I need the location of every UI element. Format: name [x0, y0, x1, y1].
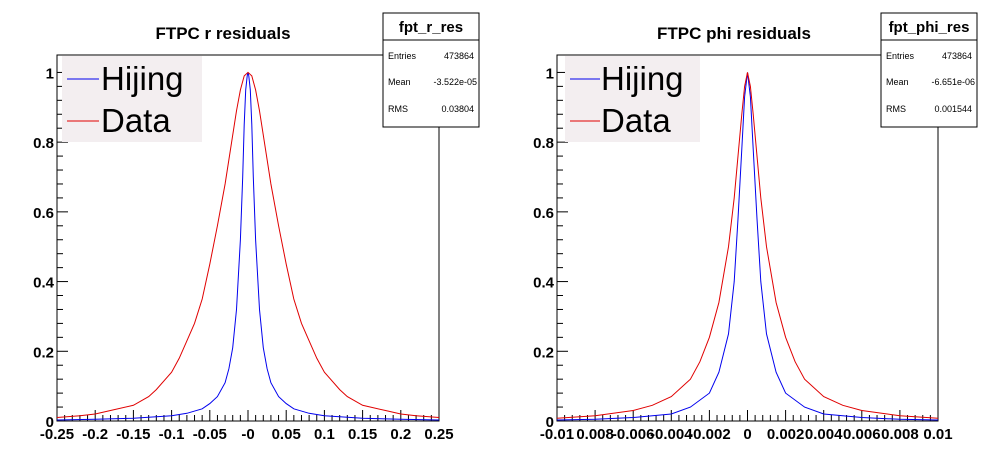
y-tick-label: 0.6 — [33, 205, 54, 222]
x-tick-label: 0 — [743, 426, 751, 443]
stats-box: fpt_r_res Entries 473864 Mean -3.522e-05… — [382, 12, 480, 128]
x-tick-label: -0.006 — [612, 426, 655, 443]
panel-phi-residuals: FTPC phi residuals -0.01 0.008-0.006-0.00… — [533, 12, 978, 443]
y-tick-label: 0 — [46, 414, 54, 431]
panel-r-residuals: FTPC r residuals -0.25 -0.2 -0.15 -0.1 -0.05… — [33, 12, 480, 443]
y-tick-label: 0.4 — [533, 275, 555, 292]
stats-rms-value: 0.03804 — [441, 104, 474, 114]
legend-box — [565, 56, 700, 142]
x-tick-label: -0.004 — [650, 426, 693, 443]
series-line-data — [56, 71, 440, 418]
x-tick-label: 0.008 — [576, 426, 614, 443]
stats-entries-label: Entries — [886, 51, 915, 61]
y-tick-label: 1 — [546, 65, 554, 82]
y-tick-label: 0.2 — [533, 344, 554, 361]
stats-entries-value: 473864 — [942, 51, 972, 61]
y-tick-label: 1 — [46, 65, 54, 82]
x-tick-label: -0.002 — [688, 426, 731, 443]
x-tick-label: 0.01 — [923, 426, 952, 443]
x-tick-label: 0.006 — [843, 426, 881, 443]
y-tick-label: 0.4 — [33, 275, 55, 292]
y-tick-label: 0.8 — [533, 135, 554, 152]
x-tick-label: 0.05 — [272, 426, 301, 443]
x-tick-label: -0 — [241, 426, 254, 443]
legend-label-data: Data — [601, 102, 671, 139]
y-tick-label: 0.2 — [33, 344, 54, 361]
x-tick-label: 0.25 — [424, 426, 453, 443]
plot-area: -0.25 -0.2 -0.15 -0.1 -0.05 -0 0.05 0.1 0.15 0.2 0… — [33, 54, 454, 443]
stats-mean-value: -6.651e-06 — [931, 77, 975, 87]
stats-mean-label: Mean — [388, 77, 411, 87]
stats-name: fpt_r_res — [399, 19, 463, 36]
x-tick-label: -0.15 — [116, 426, 150, 443]
x-tick-label: -0.01 — [540, 426, 574, 443]
x-tick-label: 0.1 — [314, 426, 335, 443]
stats-mean-label: Mean — [886, 77, 909, 87]
stats-rms-label: RMS — [388, 104, 408, 114]
x-tick-label: 0.004 — [805, 426, 843, 443]
x-tick-label: -0.1 — [159, 426, 185, 443]
x-tick-label: 0.008 — [881, 426, 919, 443]
series-line-data — [556, 72, 939, 419]
x-tick-label: -0.05 — [193, 426, 227, 443]
legend: Hijing Data — [565, 56, 700, 142]
stats-mean-value: -3.522e-05 — [433, 77, 477, 87]
x-tick-label: -0.2 — [82, 426, 108, 443]
legend-box — [62, 56, 202, 142]
legend: Hijing Data — [62, 56, 202, 142]
stats-rms-value: 0.001544 — [934, 104, 972, 114]
y-tick-label: 0.6 — [533, 205, 554, 222]
stats-name: fpt_phi_res — [889, 19, 970, 36]
plot-area: -0.01 0.008-0.006-0.004-0.002 0 0.002 0.004 0… — [533, 54, 953, 443]
chart-title: FTPC r residuals — [155, 24, 290, 43]
stats-entries-label: Entries — [388, 51, 417, 61]
x-tick-label: -0.25 — [40, 426, 74, 443]
y-tick-label: 0 — [546, 414, 554, 431]
chart-title: FTPC phi residuals — [657, 24, 811, 43]
x-tick-label: 0.002 — [767, 426, 805, 443]
stats-rms-label: RMS — [886, 104, 906, 114]
y-tick-label: 0.8 — [33, 135, 54, 152]
x-tick-label: 0.2 — [390, 426, 411, 443]
legend-label-hijing: Hijing — [101, 60, 184, 97]
stats-box: fpt_phi_res Entries 473864 Mean -6.651e-… — [880, 12, 978, 128]
legend-label-hijing: Hijing — [601, 60, 684, 97]
x-tick-label: 0.15 — [348, 426, 377, 443]
stats-entries-value: 473864 — [444, 51, 474, 61]
legend-label-data: Data — [101, 102, 171, 139]
